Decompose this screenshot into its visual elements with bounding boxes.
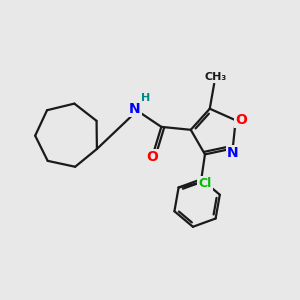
Text: CH₃: CH₃ — [205, 72, 227, 82]
Text: H: H — [141, 93, 150, 103]
Text: O: O — [147, 150, 158, 164]
Text: N: N — [129, 102, 141, 116]
Text: Cl: Cl — [199, 177, 212, 190]
Text: N: N — [227, 146, 239, 160]
Text: O: O — [235, 113, 247, 127]
